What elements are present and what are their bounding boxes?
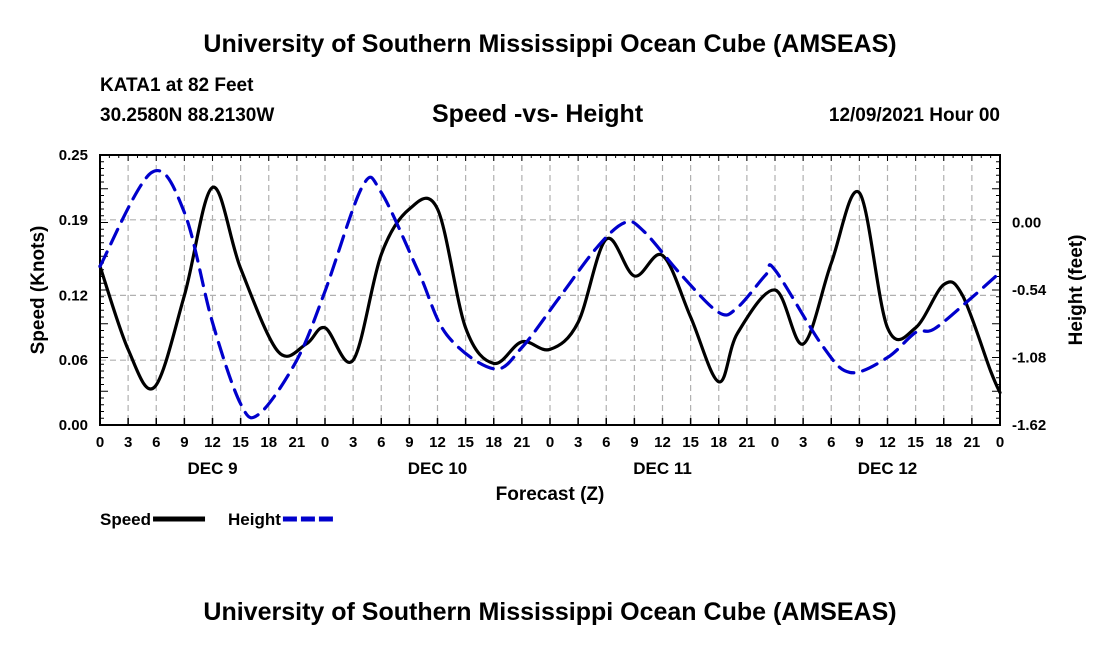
x-tick-label: 9 [180,434,188,451]
forecast-datetime: 12/09/2021 Hour 00 [828,105,1000,126]
x-tick-label: 12 [204,434,221,451]
axis-ticks [99,154,1001,426]
x-tick-label: 12 [654,434,671,451]
x-tick-label: 18 [935,434,952,451]
x-tick-label: 15 [457,434,474,451]
page-title: University of Southern Mississippi Ocean… [203,30,897,58]
x-tick-label: 3 [349,434,357,451]
chart-title: Speed -vs- Height [432,100,644,128]
y-left-tick-label: 0.06 [59,352,88,369]
x-axis-title: Forecast (Z) [496,484,605,505]
legend-label-height: Height [228,510,281,529]
chart-legend: Speed Height [100,510,335,529]
x-tick-label: 18 [260,434,277,451]
x-tick-label: 12 [429,434,446,451]
x-tick-label: 9 [630,434,638,451]
series-line-height [98,169,1002,420]
y-left-tick-label: 0.19 [59,212,88,229]
station-coordinates: 30.2580N 88.2130W [100,105,275,126]
y-left-axis-title: Speed (Knots) [28,226,49,355]
x-tick-label: 21 [289,434,306,451]
y-left-tick-label: 0.25 [59,147,88,164]
x-tick-label: 0 [771,434,779,451]
day-label: DEC 11 [633,459,692,478]
day-label: DEC 10 [408,459,468,478]
x-tick-label: 9 [855,434,863,451]
y-right-tick-label: 0.00 [1012,215,1041,232]
footer-title: University of Southern Mississippi Ocean… [203,598,897,626]
x-tick-label: 0 [96,434,104,451]
x-tick-label: 6 [602,434,610,451]
x-tick-label: 3 [799,434,807,451]
x-tick-label: 15 [907,434,924,451]
chart-series [98,169,1002,420]
chart-grid [100,155,1000,425]
speed-height-chart: 0 3 6 9 12 15 18 21 0 3 6 9 12 15 18 21 0 3 6 9 12 15 18 21 0 3 6 9… [28,147,1087,529]
x-tick-label: 12 [879,434,896,451]
x-tick-label: 3 [574,434,582,451]
y-left-tick-label: 0.12 [59,287,88,304]
x-tick-label: 21 [739,434,756,451]
x-tick-label: 9 [405,434,413,451]
x-tick-label: 0 [546,434,554,451]
x-tick-label: 15 [682,434,699,451]
day-label: DEC 12 [858,459,918,478]
x-tick-label: 6 [377,434,385,451]
x-tick-label: 0 [321,434,329,451]
station-label: KATA1 at 82 Feet [100,75,254,96]
y-right-tick-label: -1.08 [1012,350,1046,367]
x-tick-label: 0 [996,434,1004,451]
x-tick-label: 21 [514,434,531,451]
y-left-tick-label: 0.00 [59,417,88,434]
x-tick-label: 3 [124,434,132,451]
x-tick-label: 18 [710,434,727,451]
x-tick-label: 21 [964,434,981,451]
y-right-tick-label: -0.54 [1012,282,1047,299]
x-tick-label: 15 [232,434,249,451]
x-tick-label: 18 [485,434,502,451]
y-right-tick-label: -1.62 [1012,417,1046,434]
day-label: DEC 9 [187,459,237,478]
x-tick-label: 6 [827,434,835,451]
x-tick-label: 6 [152,434,160,451]
axis-labels: 0 3 6 9 12 15 18 21 0 3 6 9 12 15 18 21 0 3 6 9 12 15 18 21 0 3 6 9… [28,147,1087,505]
legend-label-speed: Speed [100,510,151,529]
y-right-axis-title: Height (feet) [1066,235,1087,346]
series-line-speed [98,185,1002,395]
